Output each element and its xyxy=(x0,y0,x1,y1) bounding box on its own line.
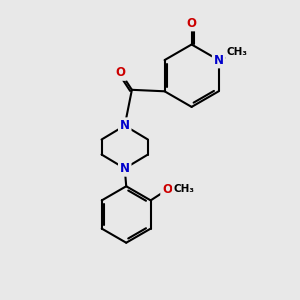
Text: N: N xyxy=(120,162,130,175)
Text: CH₃: CH₃ xyxy=(226,47,248,57)
Text: CH₃: CH₃ xyxy=(174,184,195,194)
Text: N: N xyxy=(120,119,130,132)
Text: O: O xyxy=(162,183,172,196)
Text: O: O xyxy=(116,66,126,79)
Text: N: N xyxy=(214,54,224,67)
Text: O: O xyxy=(187,16,196,30)
